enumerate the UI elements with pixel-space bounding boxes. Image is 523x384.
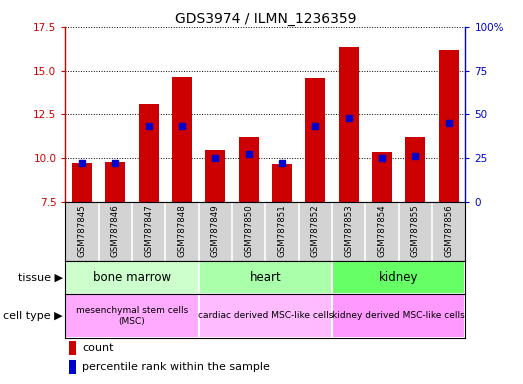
Bar [199, 294, 332, 338]
Bar [172, 77, 192, 202]
Bar [206, 150, 225, 202]
Text: count: count [82, 343, 113, 353]
Text: GSM787853: GSM787853 [344, 205, 353, 257]
Text: GSM787854: GSM787854 [378, 205, 386, 257]
Bar [305, 78, 325, 202]
Title: GDS3974 / ILMN_1236359: GDS3974 / ILMN_1236359 [175, 12, 356, 26]
Bar [105, 162, 126, 202]
Text: GSM787852: GSM787852 [311, 205, 320, 257]
Text: GSM787845: GSM787845 [77, 205, 86, 257]
Text: kidney: kidney [379, 271, 418, 284]
Text: GSM787851: GSM787851 [278, 205, 287, 257]
Bar [332, 261, 465, 294]
Bar [72, 163, 92, 202]
Text: bone marrow: bone marrow [93, 271, 171, 284]
Bar [405, 137, 425, 202]
Bar [199, 261, 332, 294]
Text: mesenchymal stem cells
(MSC): mesenchymal stem cells (MSC) [76, 306, 188, 326]
Bar [65, 294, 199, 338]
Bar [65, 261, 199, 294]
Bar [139, 104, 159, 202]
Bar [339, 47, 359, 202]
Text: GSM787849: GSM787849 [211, 205, 220, 257]
Bar [238, 137, 259, 202]
Bar [272, 164, 292, 202]
Text: GSM787855: GSM787855 [411, 205, 420, 257]
Text: GSM787850: GSM787850 [244, 205, 253, 257]
Bar [439, 50, 459, 202]
Bar [332, 294, 465, 338]
Text: heart: heart [249, 271, 281, 284]
Text: cell type ▶: cell type ▶ [3, 311, 63, 321]
Text: GSM787847: GSM787847 [144, 205, 153, 257]
Text: percentile rank within the sample: percentile rank within the sample [82, 362, 270, 372]
Text: kidney derived MSC-like cells: kidney derived MSC-like cells [333, 311, 465, 320]
Bar [70, 360, 76, 374]
Bar [372, 152, 392, 202]
Text: GSM787856: GSM787856 [445, 205, 453, 257]
Text: GSM787848: GSM787848 [178, 205, 187, 257]
Bar [70, 341, 76, 355]
Text: cardiac derived MSC-like cells: cardiac derived MSC-like cells [198, 311, 333, 320]
Text: GSM787846: GSM787846 [111, 205, 120, 257]
Text: tissue ▶: tissue ▶ [18, 272, 63, 283]
